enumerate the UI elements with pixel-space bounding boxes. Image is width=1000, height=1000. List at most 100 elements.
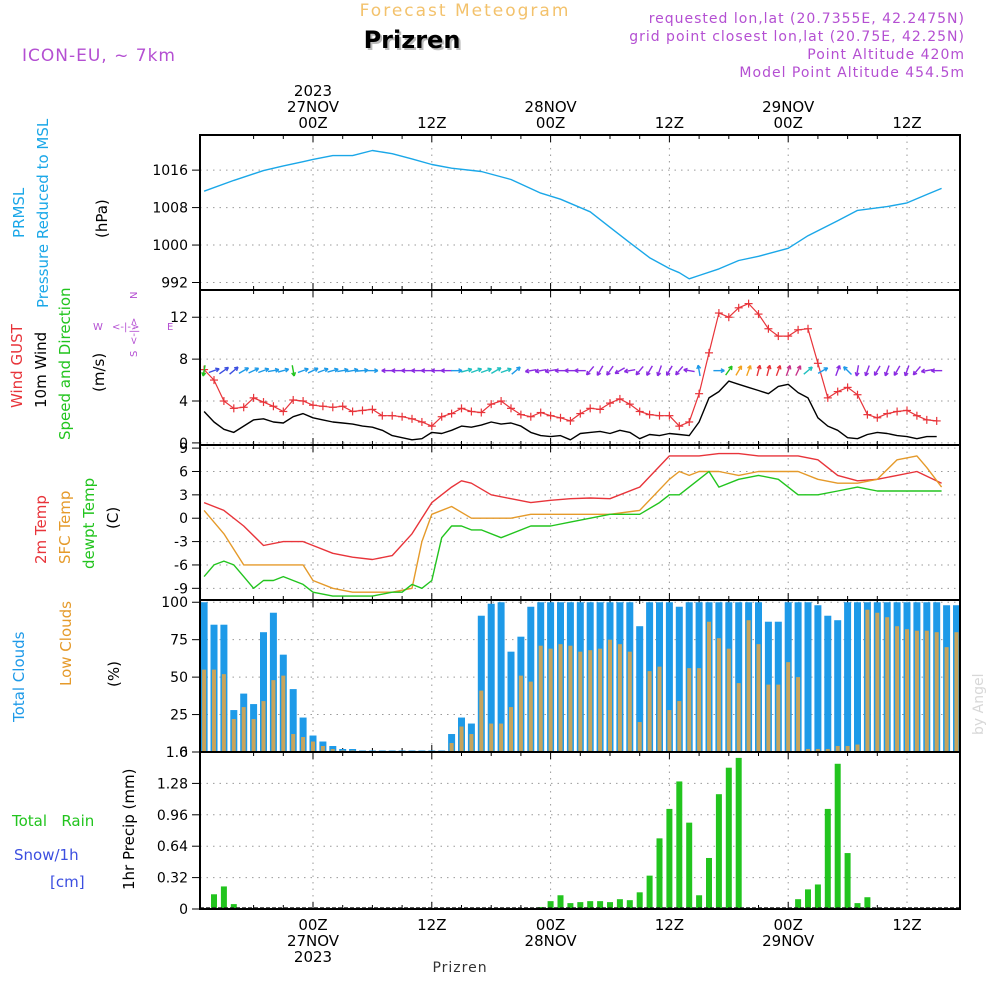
wind-arrow-head — [656, 371, 659, 376]
wind-plot — [200, 299, 943, 441]
wind-direction-arrow — [430, 368, 443, 374]
wind-direction-arrow — [675, 365, 684, 376]
low-cloud-bar — [994, 659, 998, 752]
compass-rose: N S W E <-|-> <-|-> — [93, 292, 173, 357]
low-cloud-bar — [677, 701, 682, 752]
wind-arrow-head — [920, 368, 925, 373]
low-cloud-bar — [330, 749, 335, 752]
wind-arrow-shaft — [267, 368, 279, 373]
rain-bar — [824, 808, 831, 909]
wind-direction-arrow — [554, 368, 566, 374]
precip-ytick-label: 1.28 — [157, 776, 188, 792]
low-cloud-bar — [251, 719, 256, 752]
snow-unit-label: [cm] — [50, 873, 85, 891]
wind-arrow-head — [305, 368, 309, 373]
footer-city: Prizren — [432, 960, 487, 976]
product-title: Forecast Meteogram — [360, 1, 571, 21]
low-cloud-bar — [202, 669, 207, 752]
wind-arrow-head — [854, 372, 858, 377]
low-cloud-bar — [865, 609, 870, 752]
low-cloud-bar — [736, 683, 741, 752]
time-label: 00Z — [536, 916, 565, 934]
low-cloud-bar — [291, 734, 296, 752]
low-cloud-bar — [261, 701, 266, 752]
wind-panel: 0 4 8 12 — [170, 289, 961, 452]
wind-direction-arrow — [903, 365, 910, 377]
rain-bar — [626, 900, 633, 909]
time-label: 00Z — [536, 114, 565, 132]
low-cloud-bar — [568, 645, 573, 752]
wind-ytick-label: 0 — [179, 436, 188, 452]
total-rain-label: Total Rain — [11, 812, 94, 830]
low-cloud-bar — [588, 650, 593, 752]
wind-arrow-head — [903, 371, 906, 376]
wind-direction-arrow — [843, 366, 852, 376]
rain-bar — [547, 901, 554, 909]
wind-arrow-shaft — [317, 368, 329, 374]
precip-panel: 0 0.32 0.64 0.96 1.28 1.6 — [157, 745, 961, 918]
compass-arrow-v: <-|-> — [129, 318, 140, 345]
precip-ytick-label: 1.6 — [166, 745, 188, 761]
wind-arrow-head — [245, 367, 250, 372]
wind-direction-arrow — [893, 365, 901, 377]
wind-arrow-shaft — [229, 366, 239, 375]
wind-direction-arrow — [656, 365, 663, 377]
wind-arrow-head — [255, 367, 260, 372]
wind-direction-arrow — [440, 368, 453, 374]
wind-arrow-head — [374, 370, 379, 374]
temp-2m-line — [203, 452, 942, 561]
snow-label: Snow/1h — [14, 846, 79, 864]
temperature-ytick-label: -3 — [174, 535, 188, 551]
wind-direction-arrow — [564, 368, 576, 374]
wind-arrow-head — [554, 368, 559, 372]
wind-direction-arrow — [480, 367, 492, 374]
low-cloud-bar — [509, 707, 513, 752]
wind-direction-arrow — [635, 365, 644, 376]
wind-arrow-head — [864, 371, 867, 376]
wind-direction-arrow — [229, 366, 239, 375]
total-cloud-bar — [834, 620, 842, 752]
wind-arrow-head — [201, 372, 204, 377]
time-label: 00Z — [298, 916, 327, 934]
compass-n: N — [129, 292, 140, 299]
pressure-unit: (hPa) — [93, 199, 111, 238]
pressure-label-line1: PRMSL — [10, 187, 28, 238]
wind-direction-arrow — [665, 365, 673, 377]
low-cloud-bar — [934, 632, 939, 752]
wind-arrow-head — [430, 368, 436, 372]
wind-direction-arrow — [500, 367, 512, 374]
wind-direction-arrow — [795, 365, 802, 376]
pressure-ytick-label: 1016 — [152, 163, 188, 179]
model-altitude: Model Point Altitude 454.5m — [739, 65, 965, 81]
wind-arrow-head — [697, 364, 702, 369]
wind-arrow-shaft — [912, 365, 921, 376]
wind-arrow-shaft — [873, 365, 881, 376]
temperature-labels: 2m Temp SFC Temp dewpt Temp (C) — [32, 478, 122, 569]
low-cloud-bar — [835, 746, 840, 752]
wind-direction-arrow — [451, 368, 463, 374]
wind-direction-arrow — [201, 365, 207, 377]
temperature-ytick-label: 3 — [179, 488, 188, 504]
temp-2m-label: 2m Temp — [32, 495, 50, 564]
wind-direction-arrow — [337, 367, 349, 373]
time-label: 28NOV — [525, 98, 578, 116]
precip-ytick-label: 0.96 — [157, 808, 188, 824]
low-cloud-bar — [845, 746, 850, 752]
wind-arrow-shaft — [624, 368, 636, 373]
low-cloud-bar — [647, 671, 652, 752]
time-label: 12Z — [655, 916, 684, 934]
wind-arrow-shaft — [545, 368, 557, 373]
wind-direction-arrow — [381, 368, 393, 374]
time-label: 00Z — [774, 114, 803, 132]
wind-arrow-head — [285, 368, 290, 373]
total-clouds-label: Total Clouds — [10, 631, 28, 723]
low-cloud-bar — [241, 707, 246, 752]
total-cloud-bar — [299, 717, 307, 752]
wind-arrow-head — [401, 368, 406, 372]
wind-direction-arrow — [766, 364, 772, 377]
wind-arrow-head — [421, 368, 426, 372]
low-cloud-bar — [449, 743, 454, 752]
clouds-unit: (%) — [105, 661, 123, 687]
rain-bar — [597, 901, 604, 909]
